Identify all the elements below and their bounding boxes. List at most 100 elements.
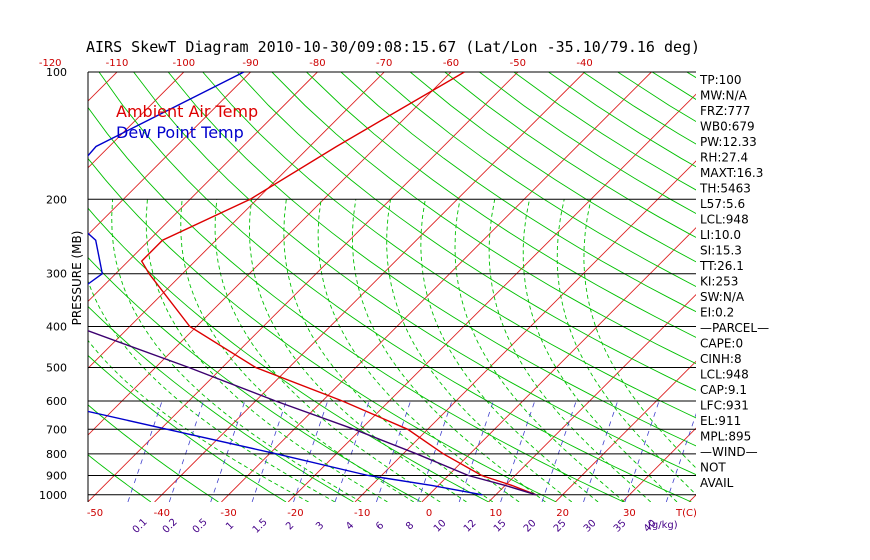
dry-adiabat-line: [271, 72, 696, 365]
index-label: LCL:948: [700, 368, 749, 382]
temp-unit-label: T(C): [675, 508, 697, 519]
moist-adiabat-line: [283, 199, 494, 502]
top-temp-tick-label: -40: [576, 58, 592, 69]
index-label: EL:911: [700, 414, 741, 428]
isotherm-line: [88, 72, 185, 169]
top-temp-tick-label: -110: [106, 58, 129, 69]
top-temp-tick-label: -50: [510, 58, 526, 69]
mixing-ratio-line: [293, 400, 329, 502]
dry-adiabat-line: [791, 72, 870, 502]
mixing-ratio-line: [791, 401, 825, 502]
dry-adiabat-line: [88, 157, 557, 502]
mixing-ratio-tick-label: 0.5: [191, 517, 210, 536]
mixing-ratio-line: [832, 401, 866, 502]
pressure-tick-label: 700: [46, 423, 67, 436]
index-label: LFC:931: [700, 399, 749, 413]
bottom-temp-tick-label: 30: [623, 508, 636, 519]
y-axis-label: PRESSURE (MB): [70, 231, 84, 326]
dry-adiabat-line: [88, 106, 624, 502]
pressure-tick-label: 400: [46, 321, 67, 334]
dry-adiabat-line: [0, 72, 16, 502]
dry-adiabat-line: [236, 72, 696, 391]
index-label: RH:27.4: [700, 151, 748, 165]
index-label: CAP:9.1: [700, 383, 747, 397]
index-label: —WIND—: [700, 445, 758, 459]
mixing-ratio-tick-label: 35: [612, 518, 629, 535]
dry-adiabat-line: [167, 72, 696, 447]
moist-adiabat-line: [248, 199, 467, 502]
pressure-tick-label: 900: [46, 469, 67, 482]
dry-adiabat-line: [513, 72, 696, 191]
isotherm-line: [154, 72, 585, 502]
isotherm-line: [555, 360, 696, 502]
moist-adiabat-line: [454, 199, 625, 502]
index-label: SW:N/A: [700, 290, 745, 304]
moist-adiabat-line: [214, 199, 441, 502]
isotherm-line: [421, 227, 696, 502]
dry-adiabat-line: [825, 72, 870, 502]
index-label: KI:253: [700, 275, 738, 289]
bottom-temp-tick-label: -40: [154, 508, 170, 519]
mixing-ratio-line: [458, 400, 494, 502]
index-label: MPL:895: [700, 430, 751, 444]
dry-adiabat-line: [88, 354, 287, 502]
top-temp-tick-label: -90: [242, 58, 258, 69]
mixing-ratio-tick-label: 4: [344, 520, 356, 532]
profile-lines: [88, 72, 537, 496]
index-label: PW:12.33: [700, 135, 757, 149]
dry-adiabat-line: [860, 72, 870, 502]
mixing-ratio-tick-label: 0.1: [131, 517, 150, 536]
mixing-ratio-line: [417, 400, 453, 502]
mixing-ratio-line: [334, 400, 370, 502]
pressure-tick-label: 500: [46, 362, 67, 375]
dry-adiabat-line: [98, 72, 692, 502]
mixing-ratio-tick-label: 15: [492, 518, 509, 535]
index-label: LCL:948: [700, 213, 749, 227]
pressure-tick-label: 100: [46, 66, 67, 79]
mixing-ratio-tick-label: 3: [314, 520, 326, 532]
mixing-ratio-line: [500, 400, 536, 502]
mixing-ratio-tick-label: 20: [522, 518, 539, 535]
mixing-ratio-tick-label: 1: [224, 520, 236, 532]
mixing-ratio-line: [665, 413, 696, 502]
index-label: SI:15.3: [700, 244, 742, 258]
index-label: L57:5.6: [700, 197, 745, 211]
dry-adiabat-line: [88, 404, 219, 502]
mixing-ratio-tick-label: 1.5: [251, 517, 270, 536]
mixing-ratio-line: [127, 400, 163, 502]
isotherm-line: [0, 72, 50, 502]
mixing-ratio-tick-label: 2: [284, 520, 296, 532]
dry-adiabat-line: [202, 72, 696, 419]
moist-adiabat-line: [88, 279, 336, 502]
mixing-ratio-tick-label: 8: [404, 520, 416, 532]
pressure-tick-label: 300: [46, 268, 67, 281]
series-line-parcel: [88, 330, 537, 496]
top-temp-tick-label: -80: [309, 58, 325, 69]
mixing-ratio-line: [583, 400, 619, 502]
mixing-ratio-tick-label: 6: [374, 520, 386, 532]
index-label: WB0:679: [700, 120, 755, 134]
moist-adiabat-line: [111, 199, 362, 502]
bottom-temp-tick-label: 10: [489, 508, 502, 519]
dry-adiabat-line: [133, 72, 696, 476]
moist-adiabat-line: [583, 199, 696, 469]
index-label: CINH:8: [700, 352, 742, 366]
index-label: LI:10.0: [700, 228, 741, 242]
dry-adiabat-line: [444, 72, 696, 238]
isotherm-line: [88, 72, 452, 436]
bottom-temp-tick-label: 20: [556, 508, 569, 519]
mixing-ratio-tick-label: 12: [462, 518, 479, 535]
legend-dew-point-temp: Dew Point Temp: [116, 123, 244, 142]
series-line-ambient-air-temp: [140, 72, 537, 496]
pressure-tick-label: 1000: [39, 489, 67, 502]
index-label: AVAIL: [700, 476, 734, 490]
top-temp-tick-label: -70: [376, 58, 392, 69]
pressure-tick-label: 200: [46, 193, 67, 206]
isotherm-line: [756, 72, 870, 502]
index-label: FRZ:777: [700, 104, 750, 118]
series-line-dew-point-temp: [88, 72, 483, 496]
mixing-ratio-line: [168, 400, 204, 502]
legend-ambient-air-temp: Ambient Air Temp: [116, 102, 258, 121]
